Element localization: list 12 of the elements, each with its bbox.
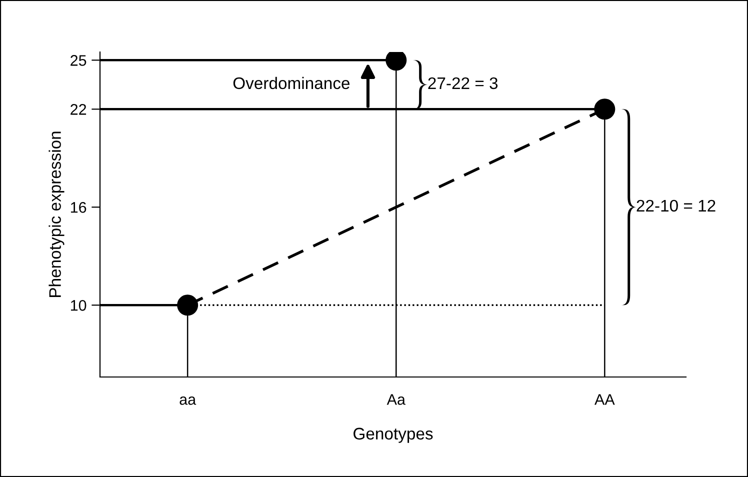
- annotation: Overdominance: [233, 76, 350, 90]
- annotation: 27-22 = 3: [428, 77, 498, 90]
- y-tick-label: 16: [70, 202, 86, 213]
- y-tick-label: 25: [70, 55, 86, 66]
- y-tick-label: 22: [70, 104, 86, 115]
- x-tick-label: Aa: [386, 394, 406, 405]
- y-axis-title: Phenotypic expression: [48, 132, 64, 297]
- y-tick-label: 10: [70, 300, 86, 311]
- x-tick-label: AA: [594, 394, 615, 405]
- x-axis-title: Genotypes: [354, 428, 433, 443]
- annotation: 22-10 = 12: [636, 200, 716, 212]
- x-tick-label: aa: [180, 396, 196, 405]
